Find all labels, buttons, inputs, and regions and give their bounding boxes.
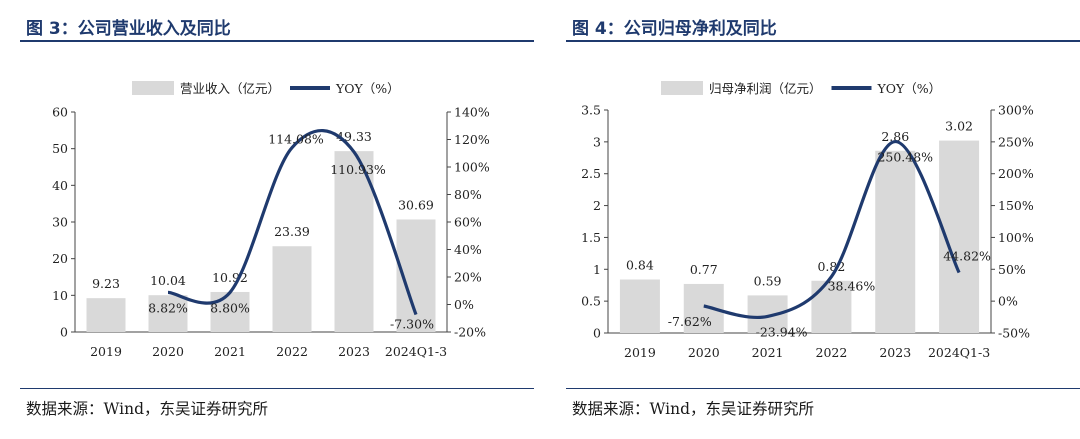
source-note: 数据来源：Wind，东吴证券研究所 <box>572 400 815 418</box>
left-axis-tick-label: 30 <box>52 215 68 230</box>
x-tick-label: 2021 <box>752 345 784 360</box>
left-axis-tick-label: 10 <box>52 288 68 303</box>
right-axis-tick-label: -50% <box>998 326 1030 341</box>
right-axis-tick-label: 60% <box>454 215 482 230</box>
legend-bar-label: 营业收入（亿元） <box>180 81 280 96</box>
left-axis-tick-label: 0.5 <box>581 294 601 309</box>
legend-line-label: YOY（%） <box>877 81 942 96</box>
right-axis-tick-label: 120% <box>454 132 490 147</box>
right-axis-tick-label: 140% <box>454 105 490 120</box>
bar-value-label: 0.59 <box>754 273 782 288</box>
yoy-value-label: -7.62% <box>668 314 712 329</box>
x-tick-label: 2024Q1-3 <box>385 344 447 359</box>
source-rule <box>566 388 1080 389</box>
x-tick-label: 2023 <box>338 344 370 359</box>
left-axis-tick-label: 60 <box>52 105 68 120</box>
legend-bar-label: 归母净利润（亿元） <box>709 81 822 96</box>
left-axis-tick-label: 1.5 <box>581 230 601 245</box>
right-axis-tick-label: 0% <box>998 294 1018 309</box>
chart-panel-revenue: 图 3：公司营业收入及同比 营业收入（亿元） YOY（%） 0 10 20 30 40 50 6… <box>0 0 534 439</box>
bar-2023 <box>875 150 916 333</box>
left-axis-tick-label: 0 <box>593 326 601 341</box>
left-axis-tick-label: 2 <box>593 198 601 213</box>
yoy-value-label: 38.46% <box>828 279 876 294</box>
bar-value-label: 0.77 <box>690 262 718 277</box>
left-axis-tick-label: 2.5 <box>581 166 601 181</box>
right-axis-tick-label: 100% <box>998 230 1034 245</box>
right-axis-tick-label: 300% <box>998 103 1034 118</box>
bar-2021 <box>210 291 250 332</box>
x-tick-label: 2019 <box>90 344 122 359</box>
bar-2022 <box>272 246 312 332</box>
left-axis-tick-label: 0 <box>60 325 68 340</box>
chart-panel-net-profit: 图 4：公司归母净利及同比 归母净利润（亿元） YOY（%） 0 0.5 1 1.5 2 2.… <box>546 0 1080 439</box>
right-axis-tick-label: 100% <box>454 160 490 175</box>
right-axis-tick-label: 200% <box>998 166 1034 181</box>
x-tick-label: 2020 <box>688 345 720 360</box>
yoy-value-label: 8.82% <box>148 300 188 315</box>
figure-title: 图 4：公司归母净利及同比 <box>572 19 777 39</box>
left-axis-tick-label: 40 <box>52 178 68 193</box>
legend-bar-swatch <box>132 81 174 95</box>
bar-2020 <box>148 295 188 332</box>
right-axis-tick-label: 0% <box>454 297 474 312</box>
source-rule <box>20 388 534 389</box>
x-tick-label: 2023 <box>879 345 911 360</box>
left-axis-tick-label: 20 <box>52 251 68 266</box>
right-axis-tick-label: 50% <box>998 262 1026 277</box>
figure-title: 图 3：公司营业收入及同比 <box>26 19 231 39</box>
bar-value-label: 2.86 <box>881 129 909 144</box>
title-rule <box>566 40 1080 42</box>
right-axis-tick-label: -20% <box>454 325 486 340</box>
legend-line-label: YOY（%） <box>335 81 400 96</box>
yoy-value-label: 44.82% <box>943 249 991 264</box>
bar-value-label: 3.02 <box>945 119 973 134</box>
bar-value-label: 23.39 <box>274 224 310 239</box>
right-axis-tick-label: 20% <box>454 270 482 285</box>
revenue-yoy-chart: 营业收入（亿元） YOY（%） 0 10 20 30 40 50 60 -20% 0% 20% 40% 6… <box>52 81 490 359</box>
bar-2023 <box>334 151 374 332</box>
x-tick-label: 2021 <box>214 344 246 359</box>
yoy-line <box>167 129 418 316</box>
left-axis-tick-label: 3 <box>593 134 601 149</box>
yoy-line <box>703 139 961 319</box>
left-axis-tick-label: 1 <box>593 262 601 277</box>
title-rule <box>20 40 534 42</box>
right-axis-tick-label: 250% <box>998 134 1034 149</box>
bar-value-label: 10.04 <box>150 273 186 288</box>
net-profit-yoy-chart: 归母净利润（亿元） YOY（%） 0 0.5 1 1.5 2 2.5 3 3.5 -50% 0% 50%… <box>581 81 1034 360</box>
source-note: 数据来源：Wind，东吴证券研究所 <box>26 400 269 418</box>
yoy-value-label: -7.30% <box>390 317 434 332</box>
left-axis-tick-label: 50 <box>52 141 68 156</box>
bar-value-label: 0.84 <box>626 257 654 272</box>
bar-2022 <box>811 280 852 333</box>
x-tick-label: 2024Q1-3 <box>928 345 990 360</box>
x-tick-label: 2022 <box>816 345 848 360</box>
legend-bar-swatch <box>661 81 703 95</box>
right-axis-tick-label: 80% <box>454 187 482 202</box>
bar-value-label: 30.69 <box>398 197 434 212</box>
bar-value-label: 9.23 <box>92 276 120 291</box>
yoy-value-label: -23.94% <box>756 324 808 339</box>
bar-2019 <box>619 279 660 333</box>
yoy-value-label: 114.08% <box>268 132 324 147</box>
x-tick-label: 2022 <box>276 344 308 359</box>
bar-2019 <box>86 298 126 332</box>
x-tick-label: 2020 <box>152 344 184 359</box>
right-axis-tick-label: 150% <box>998 198 1034 213</box>
yoy-value-label: 110.93% <box>330 162 386 177</box>
x-tick-label: 2019 <box>624 345 656 360</box>
yoy-value-label: 8.80% <box>210 300 250 315</box>
yoy-value-label: 250.48% <box>877 150 933 165</box>
right-axis-tick-label: 40% <box>454 242 482 257</box>
left-axis-tick-label: 3.5 <box>581 103 601 118</box>
